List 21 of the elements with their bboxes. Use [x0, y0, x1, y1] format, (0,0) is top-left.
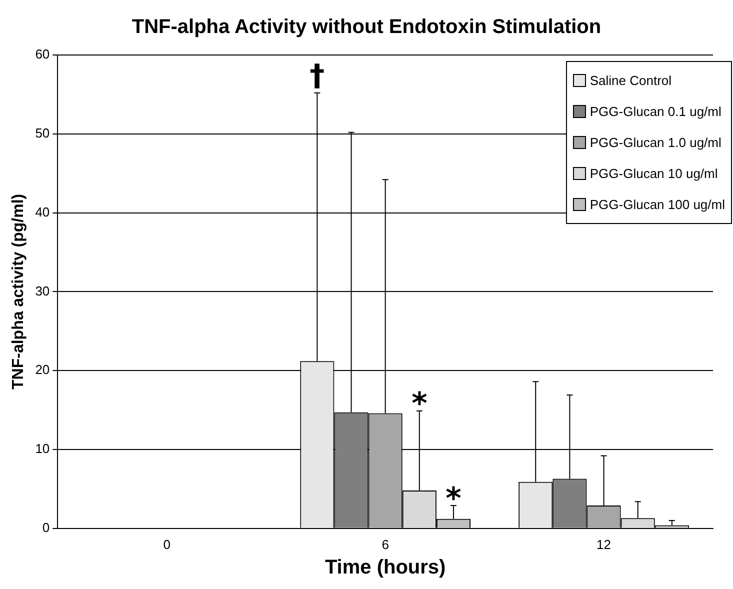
x-tick-label: 6: [382, 536, 389, 552]
y-tick-label: 40: [35, 204, 50, 220]
y-tick-label: 10: [35, 441, 50, 456]
annotation: *: [412, 386, 428, 422]
x-tick-label: 12: [596, 536, 612, 552]
y-tick-label: 0: [42, 520, 50, 535]
x-tick-label: 0: [163, 536, 170, 552]
y-tick-label: 20: [35, 362, 50, 378]
x-axis-title: Time (hours): [324, 556, 446, 579]
y-tick-label: 30: [35, 283, 50, 298]
y-tick-label: 60: [35, 46, 50, 62]
legend-label: PGG-Glucan 1.0 ug/ml: [590, 135, 722, 150]
legend-label: PGG-Glucan 10 ug/ml: [590, 166, 718, 181]
chart-title: TNF-alpha Activity without Endotoxin Stimulation: [130, 16, 602, 39]
annotation: *: [446, 481, 462, 516]
annotation: †: [310, 58, 325, 94]
legend-label: Saline Control: [590, 73, 672, 88]
legend-label: PGG-Glucan 0.1 ug/ml: [590, 104, 722, 119]
y-tick-label: 50: [35, 125, 50, 140]
legend-label: PGG-Glucan 100 ug/ml: [590, 197, 725, 212]
y-axis-title: TNF-alpha activity (pg/ml): [10, 194, 28, 390]
